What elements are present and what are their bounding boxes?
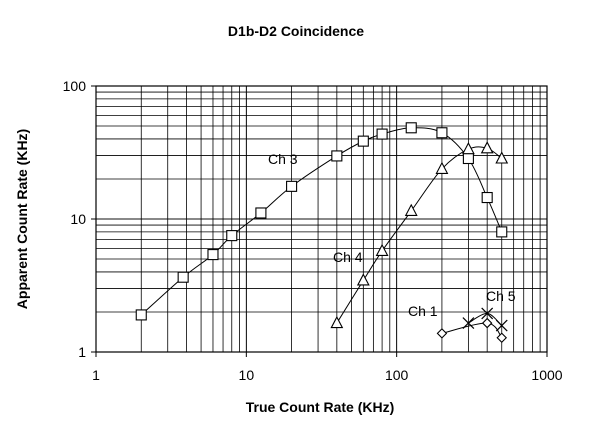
diamond-marker [496,332,508,344]
x-marker [462,317,475,329]
square-marker [405,122,417,134]
square-marker [481,191,493,204]
series-labels: Ch 3 Ch 4 Ch 1 Ch 5 [268,151,516,319]
x-tick-label: 100 [385,367,409,383]
x-marker [495,319,508,332]
y-tick-label: 10 [70,211,86,227]
diamond-marker [481,317,493,329]
square-marker [135,309,147,321]
series-label-ch-3: Ch 3 [268,151,298,167]
square-marker [286,180,298,192]
triangle-marker [375,243,389,257]
chart-title: D1b-D2 Coincidence [228,23,364,39]
triangle-marker [356,273,370,286]
x-axis-title: True Count Rate (KHz) [246,399,395,415]
y-axis-title: Apparent Count Rate (KHz) [14,129,30,309]
series-label-ch-1: Ch 1 [408,303,438,319]
square-marker [207,249,219,261]
triangle-marker [404,203,418,216]
series-ch-5 [462,307,508,332]
triangle-marker [480,141,494,154]
square-marker [357,135,369,147]
x-tick-label: 1000 [531,367,562,383]
series-line [441,322,503,339]
x-tick-label: 1 [92,367,100,383]
square-marker [226,230,238,242]
x-marker [481,307,494,320]
triangle-marker [330,315,344,329]
square-marker [255,207,267,219]
grid [96,86,547,352]
triangle-marker [461,141,475,155]
tick-labels: 1 10 100 1000 1 10 100 [63,78,563,383]
square-marker [331,150,343,162]
y-tick-label: 100 [63,78,87,94]
diamond-marker [436,328,448,339]
square-marker [496,226,508,238]
series-ch-1 [436,317,508,344]
y-tick-label: 1 [78,344,86,360]
triangle-marker [435,161,449,174]
triangle-marker [495,151,509,164]
series-label-ch-5: Ch 5 [486,288,516,304]
series-label-ch-4: Ch 4 [333,249,363,265]
series-layer [135,122,509,344]
square-marker [462,152,474,165]
square-marker [376,128,388,140]
square-marker [436,127,448,139]
square-marker [177,271,189,283]
series-ch-3 [135,122,508,321]
series-ch-4 [330,141,509,329]
x-tick-label: 10 [239,367,255,383]
